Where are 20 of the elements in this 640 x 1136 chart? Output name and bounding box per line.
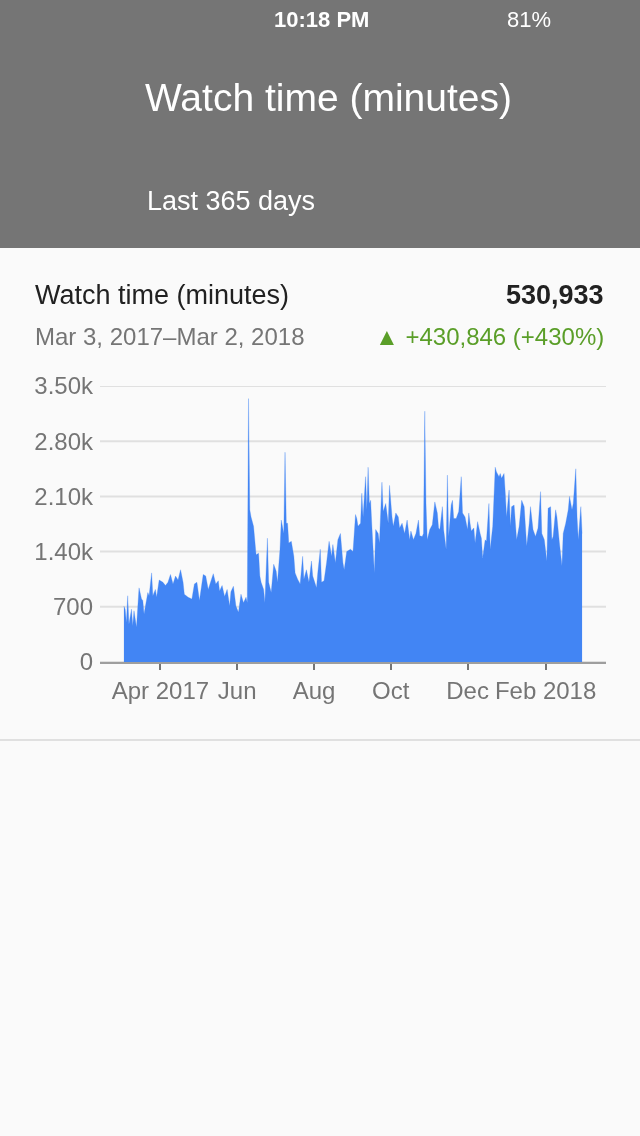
text: Mar 3, 2017–Mar 2, 2018 (35, 323, 305, 350)
y-tick-label: 2.80k (34, 427, 94, 455)
y-tick-label: 0 (79, 648, 93, 676)
y-tick-label: 1.40k (34, 538, 94, 565)
x-tick-label: Oct (372, 676, 410, 704)
y-tick-label: 3.50k (34, 372, 94, 400)
text: 530,933 (506, 280, 604, 310)
text: ▲ +430,846 (+430%) (375, 323, 605, 350)
x-tick-label: Dec (446, 676, 489, 704)
text: 81% (507, 7, 552, 32)
x-tick-label: Aug (292, 676, 336, 704)
text: 10:18 PM (274, 7, 370, 32)
chart-subtitle: Last 365 days (147, 186, 316, 216)
text: Watch time (minutes) (35, 280, 290, 310)
chart-title: Watch time (minutes) (145, 75, 512, 119)
x-tick-label: Jun (217, 676, 257, 704)
x-tick-label: Apr 2017 (111, 676, 210, 704)
y-tick-label: 700 (52, 593, 93, 621)
x-tick-label: Feb 2018 (494, 676, 597, 704)
y-tick-label: 2.10k (34, 482, 94, 510)
